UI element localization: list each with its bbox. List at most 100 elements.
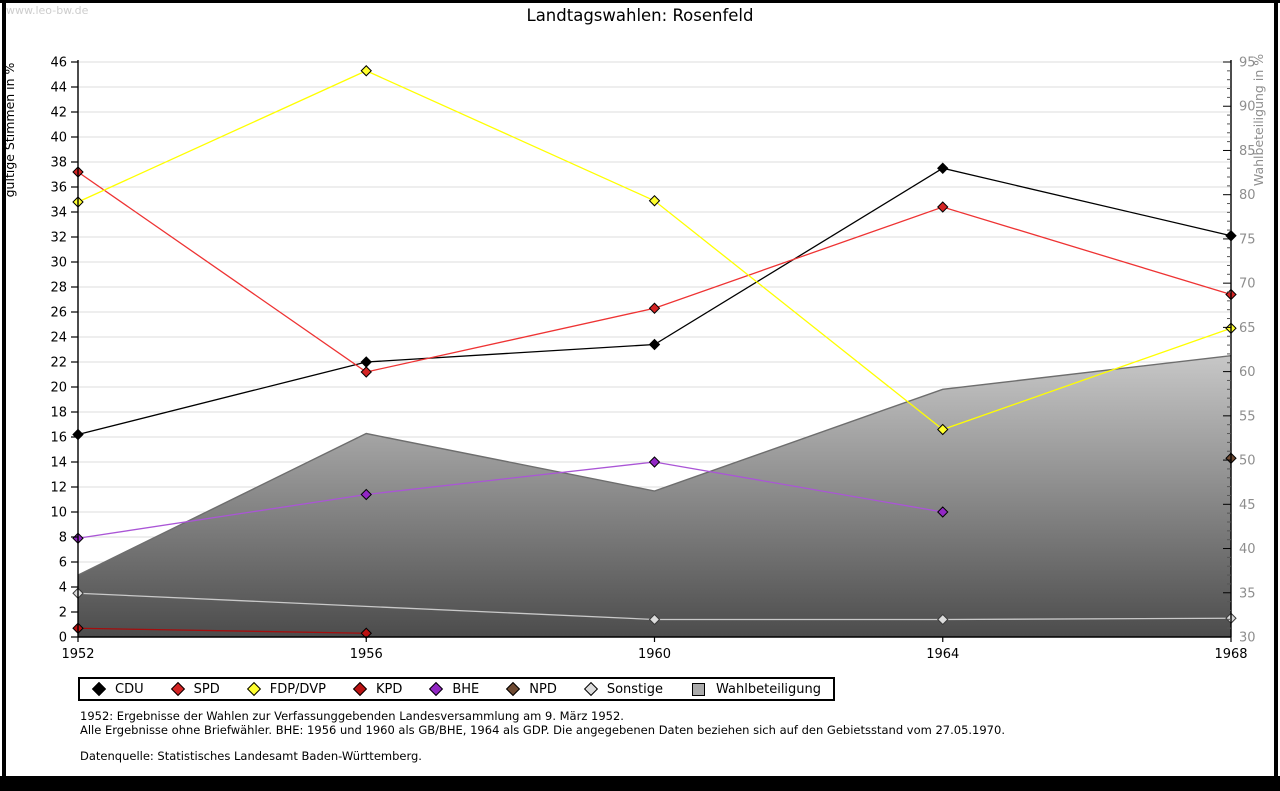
right-axis-tick-label: 45 [1239, 498, 1256, 513]
legend-item-spd: SPD [170, 681, 220, 697]
left-axis-tick-label: 42 [50, 106, 67, 121]
bottom-border-bar [0, 776, 1280, 791]
left-axis-tick-label: 18 [50, 406, 67, 421]
data-point-spd-1964 [937, 201, 949, 213]
left-axis-tick-label: 44 [50, 81, 67, 96]
data-point-bhe-1956 [360, 488, 372, 501]
left-axis-tick-label: 28 [50, 281, 67, 296]
series-line-sonstige [77, 592, 1232, 621]
chart: 0246810121416182022242628303234363840424… [2, 54, 1266, 662]
legend-diamond-marker [170, 681, 185, 697]
left-axis-tick-label: 0 [59, 631, 67, 646]
legend-diamond-marker [91, 681, 107, 697]
left-axis-title: gültige Stimmen in % [2, 62, 17, 197]
x-axis-tick-label: 1960 [638, 647, 671, 662]
left-border [2, 0, 6, 791]
right-axis-tick-label: 80 [1239, 188, 1256, 203]
footnote-line2: Alle Ergebnisse ohne Briefwähler. BHE: 1… [80, 722, 1005, 737]
legend-diamond-marker [506, 681, 521, 697]
left-axis-tick-label: 40 [50, 131, 67, 146]
legend-diamond-marker [429, 681, 444, 697]
right-axis-tick-label: 90 [1239, 100, 1256, 115]
left-axis-tick-label: 36 [50, 181, 67, 196]
footnote-source: Datenquelle: Statistisches Landesamt Bad… [80, 749, 422, 763]
legend-label: Wahlbeteiligung [716, 681, 822, 697]
left-axis-tick-label: 20 [50, 381, 67, 396]
x-axis-tick-label: 1952 [61, 647, 94, 662]
data-point-fdp-dvp-1956 [360, 65, 372, 77]
series-line-bhe [77, 461, 943, 539]
data-point-fdp-dvp-1960 [648, 195, 661, 207]
right-axis-tick-label: 40 [1239, 542, 1256, 557]
data-point-fdp-dvp-1964 [937, 423, 949, 436]
left-axis-tick-label: 12 [50, 481, 67, 496]
left-axis-tick-label: 16 [50, 431, 67, 446]
legend-item-bhe: BHE [429, 681, 480, 697]
right-axis-tick-label: 50 [1239, 454, 1256, 469]
legend-diamond-marker [352, 681, 368, 697]
legend-label: NPD [529, 681, 557, 697]
legend-item-npd: NPD [506, 681, 557, 697]
data-point-bhe-1960 [648, 456, 661, 468]
legend-item-cdu: CDU [91, 681, 144, 697]
legend-label: CDU [115, 681, 144, 697]
right-axis-tick-label: 35 [1239, 586, 1256, 601]
legend-diamond-marker [246, 681, 261, 697]
x-axis-tick-label: 1956 [350, 647, 383, 662]
left-axis-tick-label: 4 [59, 581, 67, 596]
x-axis-tick-label: 1968 [1214, 647, 1247, 662]
right-border [1274, 0, 1278, 791]
data-point-spd-1960 [648, 302, 661, 314]
data-point-bhe-1964 [937, 506, 949, 518]
legend-label: Sonstige [606, 681, 664, 697]
right-axis-tick-label: 55 [1239, 409, 1256, 424]
left-axis-tick-label: 22 [50, 356, 67, 371]
right-axis-tick-label: 95 [1239, 56, 1256, 71]
right-axis-tick-label: 65 [1239, 321, 1256, 336]
right-axis-title: Wahlbeteiligung in % [1251, 54, 1266, 186]
left-axis-tick-label: 10 [50, 506, 67, 521]
top-border [0, 0, 1280, 3]
x-axis-tick-label: 1964 [926, 647, 959, 662]
legend-label: BHE [452, 681, 480, 697]
legend-item-kpd: KPD [352, 681, 402, 697]
legend-item-wahlbeteiligung: Wahlbeteiligung [692, 682, 821, 697]
data-point-cdu-1964 [937, 162, 949, 174]
area-edge-line [77, 354, 1232, 576]
left-axis-tick-label: 30 [50, 256, 67, 271]
left-axis-tick-label: 32 [50, 231, 67, 246]
data-point-sonstige-1964 [937, 613, 949, 626]
left-axis-tick-label: 8 [59, 531, 67, 546]
legend-diamond-marker [583, 681, 598, 697]
left-axis-tick-label: 38 [50, 156, 67, 171]
area-wahlbeteiligung [78, 355, 1231, 637]
right-axis-tick-label: 85 [1239, 144, 1256, 159]
left-axis-tick-label: 24 [50, 331, 67, 346]
left-axis-tick-label: 34 [50, 206, 67, 221]
left-axis-tick-label: 46 [50, 56, 67, 71]
legend-item-sonstige: Sonstige [583, 681, 664, 697]
footnotes: 1952: Ergebnisse der Wahlen zur Verfassu… [80, 709, 1005, 764]
right-axis-tick-label: 70 [1239, 277, 1256, 292]
right-axis-tick-label: 75 [1239, 232, 1256, 247]
watermark: www.leo-bw.de [6, 4, 89, 17]
left-axis-tick-label: 26 [50, 306, 67, 321]
legend-label: FDP/DVP [269, 681, 326, 697]
footnote-line1: 1952: Ergebnisse der Wahlen zur Verfassu… [80, 709, 624, 723]
right-axis-tick-label: 30 [1239, 631, 1256, 646]
data-point-cdu-1956 [360, 356, 372, 368]
data-point-sonstige-1960 [648, 613, 661, 626]
data-point-spd-1956 [360, 366, 372, 378]
right-axis-tick-label: 60 [1239, 365, 1256, 380]
legend-item-fdp-dvp: FDP/DVP [246, 681, 326, 697]
legend-square-marker [692, 682, 706, 696]
left-axis-tick-label: 14 [50, 456, 67, 471]
data-point-cdu-1960 [648, 338, 661, 351]
page-title: Landtagswahlen: Rosenfeld [526, 6, 754, 25]
left-axis-tick-label: 6 [59, 556, 67, 571]
left-axis-tick-label: 2 [59, 606, 67, 621]
series-line-kpd [77, 627, 367, 634]
legend: CDU SPD FDP/DVP KPD BHE NPD Sonstige Wahlbeteil… [78, 677, 835, 701]
legend-label: SPD [193, 681, 220, 697]
